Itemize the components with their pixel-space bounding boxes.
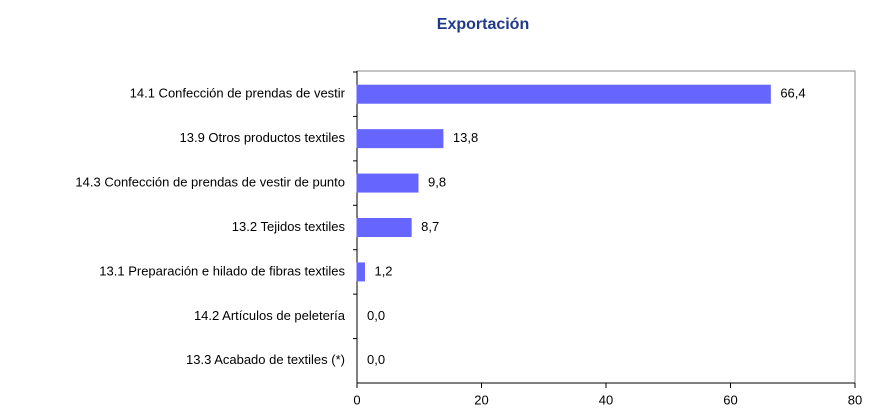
x-tick-label: 40	[599, 392, 613, 407]
y-tick-label: 13.3 Acabado de textiles (*)	[186, 352, 345, 367]
data-label: 1,2	[374, 263, 392, 278]
data-label: 9,8	[428, 175, 446, 190]
y-tick-label: 14.3 Confección de prendas de vestir de …	[75, 175, 345, 190]
y-tick-label: 14.1 Confección de prendas de vestir	[130, 86, 346, 101]
bar	[356, 262, 365, 282]
data-label: 66,4	[780, 86, 805, 101]
bar	[356, 173, 419, 193]
y-tick-label: 13.9 Otros productos textiles	[180, 130, 346, 145]
data-label: 13,8	[453, 130, 478, 145]
bar	[356, 84, 771, 104]
x-tick-label: 20	[474, 392, 488, 407]
y-tick-label: 14.2 Artículos de peletería	[194, 308, 346, 323]
data-label: 8,7	[421, 219, 439, 234]
bar	[356, 129, 444, 149]
bar	[356, 218, 412, 237]
x-tick-label: 60	[723, 392, 737, 407]
data-label: 0,0	[367, 352, 385, 367]
x-tick-label: 80	[848, 392, 862, 407]
chart-title: Exportación	[437, 16, 529, 33]
data-label: 0,0	[367, 308, 385, 323]
y-tick-label: 13.2 Tejidos textiles	[232, 219, 346, 234]
y-tick-label: 13.1 Preparación e hilado de fibras text…	[99, 263, 345, 278]
x-tick-label: 0	[353, 392, 360, 407]
